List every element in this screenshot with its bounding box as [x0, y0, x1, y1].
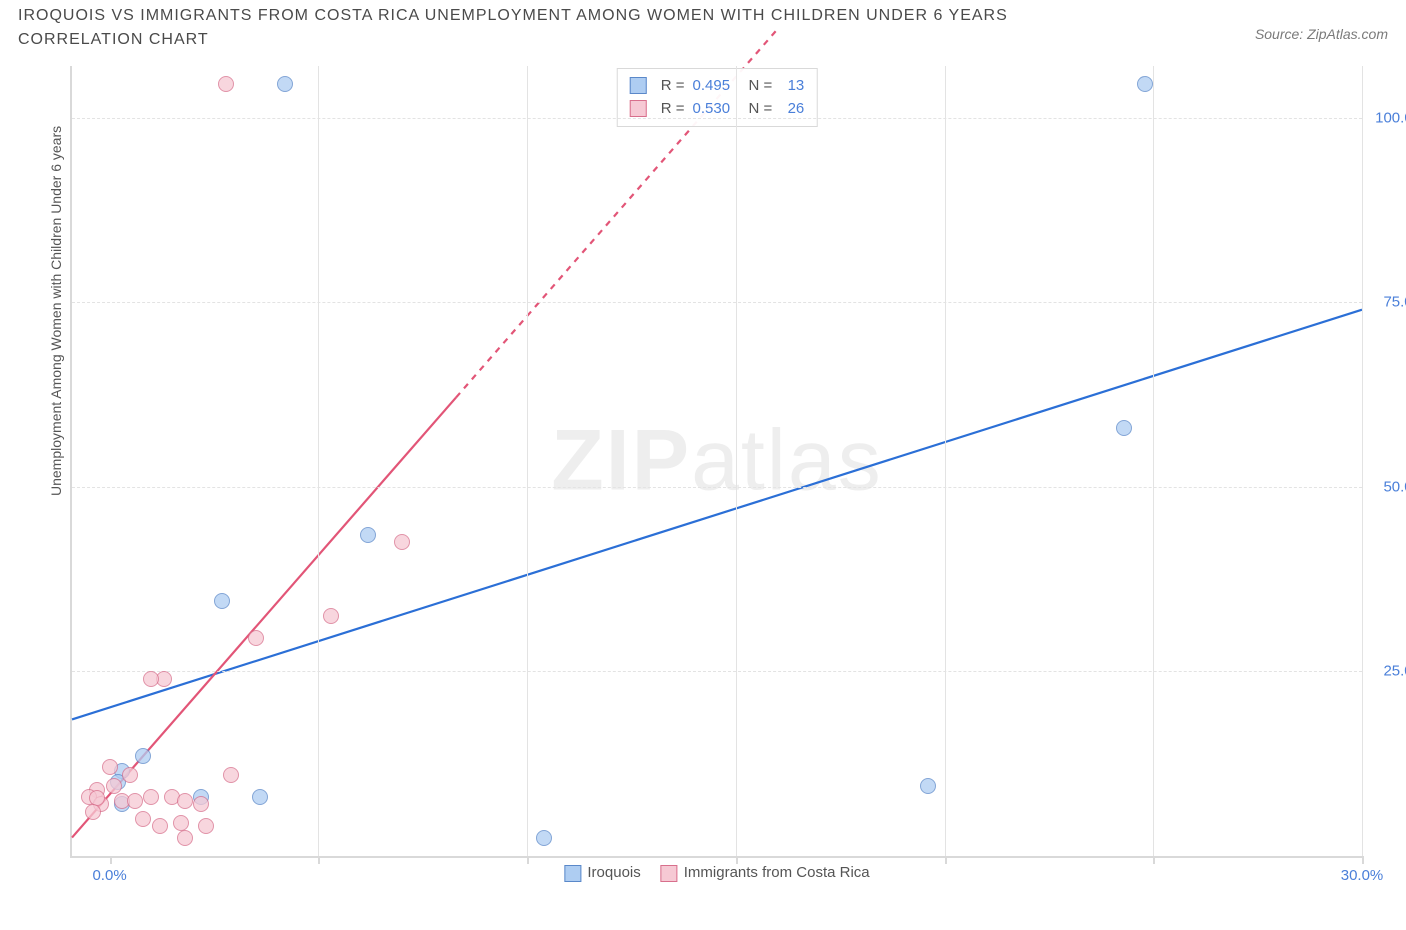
- gridline-v: [945, 66, 946, 856]
- gridline-v: [527, 66, 528, 856]
- data-point-costa_rica: [102, 759, 118, 775]
- stats-row-iroquois: R = 0.495 N = 13: [630, 74, 805, 97]
- x-tick-label: 0.0%: [92, 867, 126, 884]
- data-point-costa_rica: [177, 830, 193, 846]
- data-point-costa_rica: [85, 804, 101, 820]
- legend-item: Iroquois: [564, 864, 640, 882]
- data-point-costa_rica: [248, 630, 264, 646]
- data-point-costa_rica: [143, 789, 159, 805]
- y-tick-label: 50.0%: [1383, 478, 1406, 495]
- gridline-h: [72, 671, 1362, 672]
- regression-lines-layer: [72, 66, 1362, 856]
- legend-label: Immigrants from Costa Rica: [684, 864, 870, 881]
- gridline-v: [318, 66, 319, 856]
- data-point-costa_rica: [198, 818, 214, 834]
- data-point-costa_rica: [173, 815, 189, 831]
- data-point-costa_rica: [193, 796, 209, 812]
- data-point-iroquois: [920, 778, 936, 794]
- data-point-costa_rica: [223, 767, 239, 783]
- swatch-icon: [661, 865, 678, 882]
- data-point-iroquois: [277, 76, 293, 92]
- legend-label: Iroquois: [587, 864, 640, 881]
- x-tick: [945, 856, 947, 864]
- stat-label: R =: [661, 74, 685, 97]
- gridline-h: [72, 118, 1362, 119]
- swatch-icon: [630, 77, 647, 94]
- y-tick-label: 100.0%: [1375, 109, 1406, 126]
- stat-label: N =: [749, 74, 773, 97]
- data-point-costa_rica: [122, 767, 138, 783]
- gridline-v: [1362, 66, 1363, 856]
- x-tick: [318, 856, 320, 864]
- data-point-iroquois: [1116, 420, 1132, 436]
- x-tick: [1153, 856, 1155, 864]
- source-attribution: Source: ZipAtlas.com: [1255, 4, 1388, 42]
- series-legend: Iroquois Immigrants from Costa Rica: [564, 864, 869, 882]
- data-point-costa_rica: [127, 793, 143, 809]
- data-point-costa_rica: [218, 76, 234, 92]
- y-tick-label: 75.0%: [1383, 294, 1406, 311]
- swatch-icon: [630, 100, 647, 117]
- x-tick: [736, 856, 738, 864]
- stat-r-value: 0.495: [693, 74, 741, 97]
- data-point-costa_rica: [323, 608, 339, 624]
- x-tick: [527, 856, 529, 864]
- data-point-iroquois: [135, 748, 151, 764]
- data-point-costa_rica: [177, 793, 193, 809]
- gridline-h: [72, 487, 1362, 488]
- swatch-icon: [564, 865, 581, 882]
- gridline-v: [736, 66, 737, 856]
- x-tick-label: 30.0%: [1341, 867, 1384, 884]
- y-axis-label: Unemployment Among Women with Children U…: [48, 126, 64, 496]
- data-point-costa_rica: [135, 811, 151, 827]
- legend-item: Immigrants from Costa Rica: [661, 864, 870, 882]
- data-point-iroquois: [252, 789, 268, 805]
- data-point-costa_rica: [394, 534, 410, 550]
- y-tick-label: 25.0%: [1383, 663, 1406, 680]
- data-point-iroquois: [536, 830, 552, 846]
- regression-line: [72, 310, 1362, 720]
- x-tick: [110, 856, 112, 864]
- data-point-costa_rica: [152, 818, 168, 834]
- scatter-plot: ZIPatlas R =0.495N =13R =0.530N =26 Iroq…: [70, 66, 1362, 858]
- gridline-h: [72, 302, 1362, 303]
- data-point-iroquois: [360, 527, 376, 543]
- gridline-v: [1153, 66, 1154, 856]
- data-point-costa_rica: [106, 778, 122, 794]
- data-point-costa_rica: [143, 671, 159, 687]
- x-tick: [1362, 856, 1364, 864]
- page-title: IROQUOIS VS IMMIGRANTS FROM COSTA RICA U…: [18, 4, 1138, 52]
- data-point-iroquois: [214, 593, 230, 609]
- stat-n-value: 13: [780, 74, 804, 97]
- data-point-iroquois: [1137, 76, 1153, 92]
